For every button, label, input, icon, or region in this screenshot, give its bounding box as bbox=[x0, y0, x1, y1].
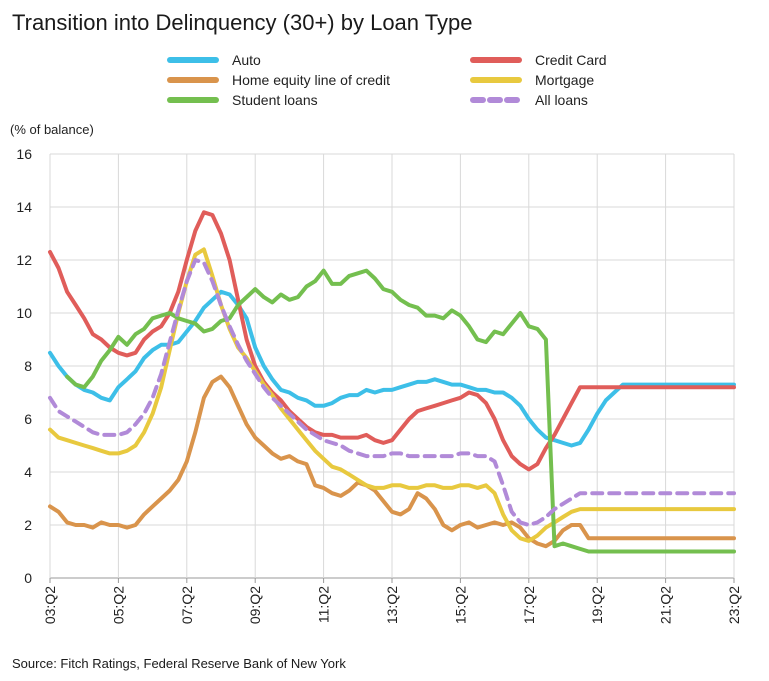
series-line-all-loans bbox=[48, 258, 736, 527]
legend-label-auto: Auto bbox=[232, 52, 261, 68]
y-tick-label: 2 bbox=[24, 517, 32, 533]
x-tick-label: 23:Q2 bbox=[726, 586, 742, 624]
x-tick-label: 19:Q2 bbox=[589, 586, 605, 624]
x-axis-ticks: 03:Q2 05:Q2 07:Q2 09:Q2 11:Q2 13:Q2 15:Q2 17:Q2… bbox=[42, 578, 742, 624]
legend-label-mortgage: Mortgage bbox=[535, 72, 594, 88]
series-line-auto bbox=[48, 289, 736, 448]
series-layer bbox=[48, 210, 736, 554]
x-tick-label: 03:Q2 bbox=[42, 586, 58, 624]
gridlines bbox=[49, 153, 735, 579]
series-line-mortgage bbox=[48, 247, 736, 543]
y-tick-label: 10 bbox=[16, 305, 32, 321]
x-tick-label: 13:Q2 bbox=[384, 586, 400, 624]
x-tick-label: 09:Q2 bbox=[247, 586, 263, 624]
y-tick-label: 4 bbox=[24, 464, 32, 480]
x-tick-label: 07:Q2 bbox=[179, 586, 195, 624]
y-tick-label: 16 bbox=[16, 146, 32, 162]
legend: Auto Credit Card Home equity line of credi… bbox=[167, 52, 607, 108]
series-line-student-loans bbox=[65, 268, 736, 554]
x-tick-label: 21:Q2 bbox=[658, 586, 674, 624]
x-tick-label: 17:Q2 bbox=[521, 586, 537, 624]
x-tick-label: 11:Q2 bbox=[316, 586, 332, 623]
y-tick-label: 12 bbox=[16, 252, 32, 268]
series-line-credit-card bbox=[48, 210, 736, 472]
y-tick-label: 0 bbox=[24, 570, 32, 586]
y-tick-label: 6 bbox=[24, 411, 32, 427]
legend-label-student-loans: Student loans bbox=[232, 92, 318, 108]
x-tick-label: 15:Q2 bbox=[452, 586, 468, 624]
y-tick-label: 8 bbox=[24, 358, 32, 374]
legend-label-all-loans: All loans bbox=[535, 92, 588, 108]
x-tick-label: 05:Q2 bbox=[110, 586, 126, 624]
legend-label-home-equity-line-of-credit: Home equity line of credit bbox=[232, 72, 390, 88]
source-note: Source: Fitch Ratings, Federal Reserve B… bbox=[12, 656, 346, 671]
y-axis-label: (% of balance) bbox=[10, 122, 94, 137]
legend-label-credit-card: Credit Card bbox=[535, 52, 607, 68]
y-tick-label: 14 bbox=[16, 199, 32, 215]
chart-title: Transition into Delinquency (30+) by Loa… bbox=[12, 10, 473, 35]
y-axis-ticks: 0 2 4 6 8 10 12 14 16 bbox=[16, 146, 32, 586]
series-line-home-equity-line-of-credit bbox=[48, 374, 736, 549]
